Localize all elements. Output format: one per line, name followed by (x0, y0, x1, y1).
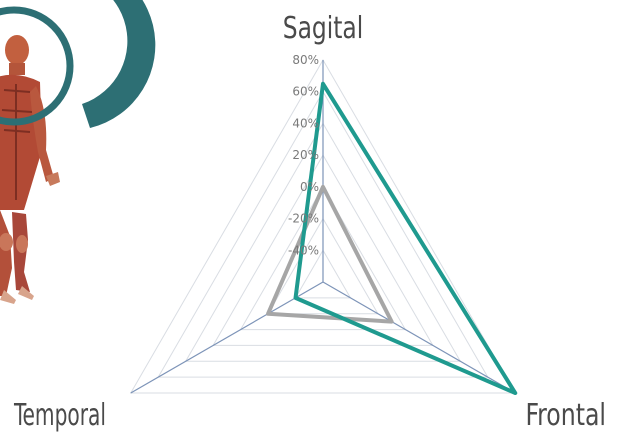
tick-label: -20% (288, 212, 319, 226)
accent-arc (82, 0, 156, 128)
radar-axis-labels: Sagital Frontal Temporal (13, 11, 606, 432)
gridline (184, 122, 462, 362)
tick-label: 40% (292, 116, 319, 130)
radar-series (266, 81, 518, 395)
radar-tick-labels: 80% 60% 40% 20% 0% -20% -40% (288, 53, 319, 257)
radar-axes (130, 60, 516, 394)
series-line-2 (293, 81, 518, 395)
gridline (267, 217, 379, 315)
gridline (157, 90, 489, 378)
gridline (129, 58, 517, 394)
axis-spoke (322, 281, 516, 394)
gridline (212, 154, 434, 346)
axis-spoke (130, 281, 324, 394)
tick-label: 80% (292, 53, 319, 67)
tick-label: -40% (288, 243, 319, 257)
series-line-1 (266, 184, 394, 324)
gridline (294, 249, 352, 299)
highlight-ring (0, 6, 74, 126)
tick-label: 20% (292, 148, 319, 162)
tick-label: 60% (292, 85, 319, 99)
anatomy-figure-illustration (0, 35, 60, 304)
tick-label: 0% (300, 180, 319, 194)
axis-label-sagital: Sagital (283, 11, 364, 46)
axis-label-temporal: Temporal (13, 398, 106, 432)
axis-label-frontal: Frontal (526, 398, 607, 432)
gridline (239, 185, 407, 331)
radar-gridlines (129, 58, 517, 394)
